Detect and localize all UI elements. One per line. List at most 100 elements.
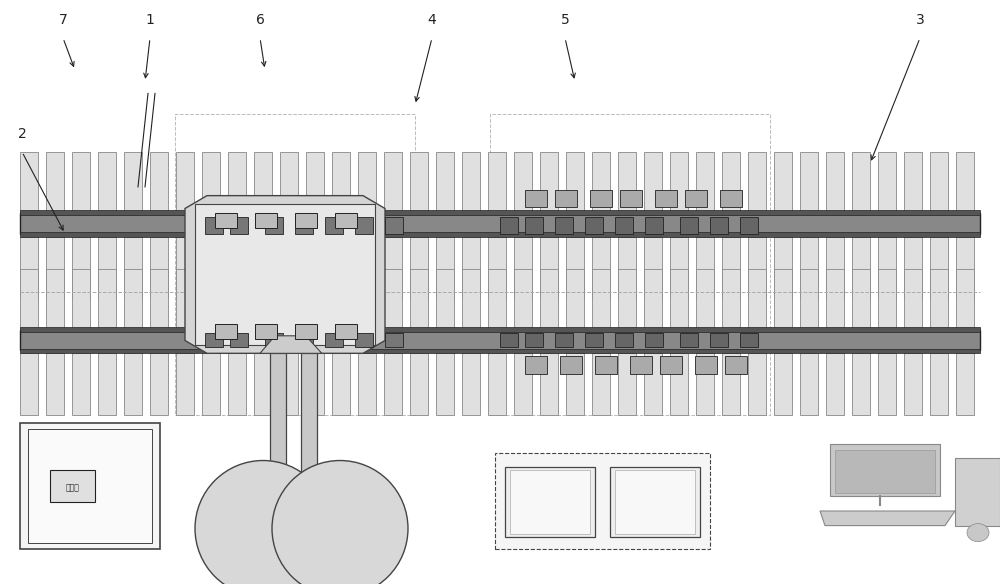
Bar xyxy=(826,237,844,298)
Bar xyxy=(720,190,742,207)
Text: 2: 2 xyxy=(18,127,26,141)
Bar xyxy=(514,152,532,213)
Bar xyxy=(436,237,454,298)
Bar xyxy=(904,353,922,415)
Bar xyxy=(592,152,610,213)
Bar xyxy=(384,237,402,298)
Bar xyxy=(150,237,168,298)
Bar xyxy=(852,269,870,330)
Bar xyxy=(230,333,248,347)
Bar xyxy=(306,237,324,298)
Bar xyxy=(618,237,636,298)
Bar xyxy=(592,353,610,415)
Bar xyxy=(710,217,728,234)
Bar xyxy=(335,324,357,339)
Bar xyxy=(124,152,142,213)
Bar xyxy=(280,237,298,298)
Bar xyxy=(358,269,376,330)
Bar xyxy=(410,353,428,415)
Bar xyxy=(610,467,700,537)
Bar xyxy=(306,152,324,213)
Bar xyxy=(852,353,870,415)
Bar xyxy=(722,269,740,330)
Bar xyxy=(620,190,642,207)
Bar xyxy=(436,152,454,213)
Bar xyxy=(956,353,974,415)
Bar xyxy=(20,327,980,332)
Bar xyxy=(150,269,168,330)
Bar xyxy=(72,353,90,415)
Bar xyxy=(670,152,688,213)
Bar xyxy=(20,330,980,350)
Bar xyxy=(50,470,95,502)
Bar xyxy=(878,152,896,213)
Bar xyxy=(645,333,663,347)
Bar xyxy=(566,237,584,298)
Bar xyxy=(615,217,633,234)
Bar xyxy=(215,324,237,339)
Bar xyxy=(525,356,547,374)
Bar xyxy=(202,152,220,213)
Bar xyxy=(72,152,90,213)
Text: 6: 6 xyxy=(256,13,264,27)
Bar xyxy=(28,429,152,543)
Bar xyxy=(215,213,237,228)
Bar xyxy=(722,353,740,415)
Bar xyxy=(555,217,573,234)
Bar xyxy=(615,470,695,534)
Ellipse shape xyxy=(195,461,331,584)
Bar xyxy=(384,353,402,415)
Polygon shape xyxy=(820,511,955,526)
Bar xyxy=(265,217,283,234)
Ellipse shape xyxy=(967,524,989,541)
Bar xyxy=(98,353,116,415)
Bar xyxy=(655,190,677,207)
Bar xyxy=(124,353,142,415)
Bar xyxy=(254,353,272,415)
Bar xyxy=(202,353,220,415)
Bar xyxy=(20,237,38,298)
Bar xyxy=(956,269,974,330)
Bar xyxy=(696,353,714,415)
Bar xyxy=(46,152,64,213)
Bar xyxy=(410,269,428,330)
Bar xyxy=(488,353,506,415)
Bar xyxy=(680,333,698,347)
Bar xyxy=(228,152,246,213)
Bar xyxy=(644,269,662,330)
Bar xyxy=(462,269,480,330)
Bar xyxy=(176,269,194,330)
Bar xyxy=(514,269,532,330)
Bar xyxy=(228,269,246,330)
Bar xyxy=(488,152,506,213)
Bar xyxy=(490,114,770,415)
Bar xyxy=(826,353,844,415)
Ellipse shape xyxy=(272,461,408,584)
Bar xyxy=(410,152,428,213)
Bar xyxy=(270,353,286,502)
Bar xyxy=(592,237,610,298)
Bar xyxy=(748,152,766,213)
Bar xyxy=(306,269,324,330)
Bar xyxy=(525,190,547,207)
Bar xyxy=(462,353,480,415)
Bar xyxy=(358,152,376,213)
Bar xyxy=(696,152,714,213)
Bar xyxy=(462,152,480,213)
Bar xyxy=(230,217,248,234)
Bar xyxy=(956,152,974,213)
Bar xyxy=(590,190,612,207)
Bar xyxy=(255,324,277,339)
Bar xyxy=(176,152,194,213)
Bar xyxy=(514,353,532,415)
Bar xyxy=(124,237,142,298)
Bar xyxy=(800,152,818,213)
Bar xyxy=(774,152,792,213)
Bar xyxy=(46,353,64,415)
Bar xyxy=(525,333,543,347)
Bar xyxy=(630,356,652,374)
Bar xyxy=(800,269,818,330)
Bar xyxy=(696,237,714,298)
Bar xyxy=(514,237,532,298)
Bar xyxy=(566,269,584,330)
